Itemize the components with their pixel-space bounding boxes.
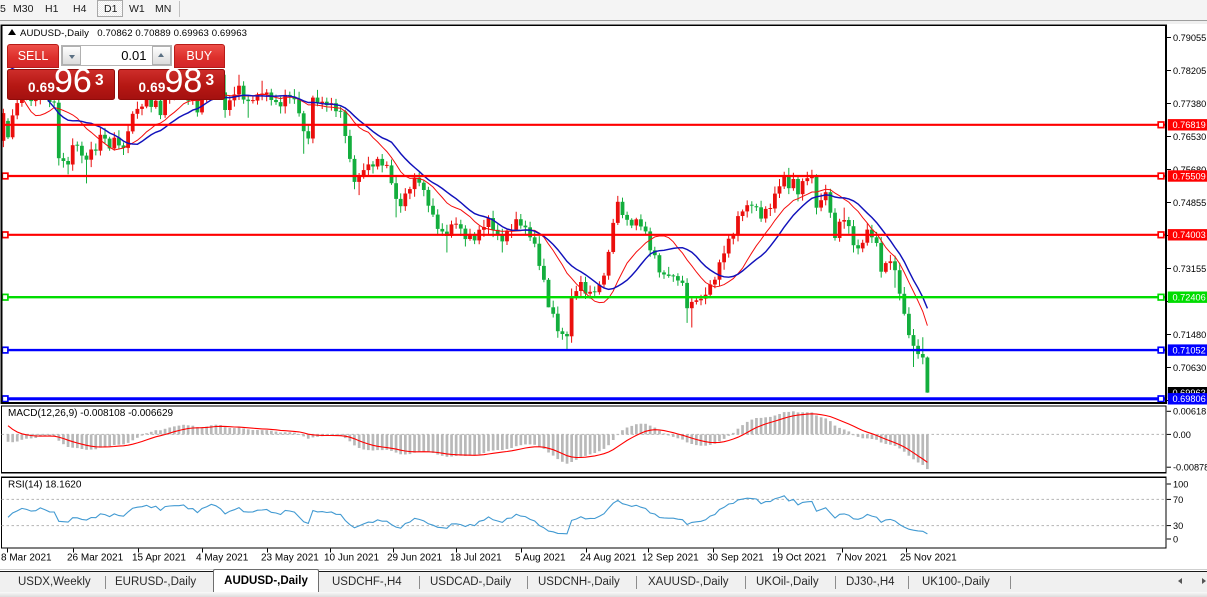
svg-text:10 Jun 2021: 10 Jun 2021 bbox=[324, 553, 379, 564]
svg-text:0.70630: 0.70630 bbox=[1173, 363, 1206, 373]
svg-text:0.77380: 0.77380 bbox=[1173, 99, 1206, 109]
svg-text:25 Nov 2021: 25 Nov 2021 bbox=[900, 553, 957, 564]
svg-text:30 Sep 2021: 30 Sep 2021 bbox=[707, 553, 764, 564]
svg-text:5 Aug 2021: 5 Aug 2021 bbox=[515, 553, 566, 564]
svg-text:24 Aug 2021: 24 Aug 2021 bbox=[580, 553, 637, 564]
svg-text:0.76530: 0.76530 bbox=[1173, 132, 1206, 142]
svg-text:0.00: 0.00 bbox=[1173, 430, 1191, 440]
svg-text:29 Jun 2021: 29 Jun 2021 bbox=[387, 553, 442, 564]
svg-text:26 Mar 2021: 26 Mar 2021 bbox=[67, 553, 124, 564]
svg-text:23 May 2021: 23 May 2021 bbox=[261, 553, 319, 564]
svg-text:MACD(12,26,9) -0.008108 -0.006: MACD(12,26,9) -0.008108 -0.006629 bbox=[8, 408, 174, 419]
svg-text:0.69806: 0.69806 bbox=[1173, 394, 1206, 404]
svg-text:12 Sep 2021: 12 Sep 2021 bbox=[642, 553, 699, 564]
svg-text:0.72406: 0.72406 bbox=[1173, 293, 1206, 303]
svg-text:7 Nov 2021: 7 Nov 2021 bbox=[836, 553, 888, 564]
svg-text:70: 70 bbox=[1173, 495, 1183, 505]
svg-text:0.71052: 0.71052 bbox=[1173, 346, 1206, 356]
svg-text:18 Jul 2021: 18 Jul 2021 bbox=[450, 553, 502, 564]
svg-text:0.006181: 0.006181 bbox=[1173, 407, 1207, 417]
svg-text:19 Oct 2021: 19 Oct 2021 bbox=[772, 553, 827, 564]
svg-text:15 Apr 2021: 15 Apr 2021 bbox=[132, 553, 186, 564]
svg-text:0.76819: 0.76819 bbox=[1173, 120, 1206, 130]
svg-text:0.73155: 0.73155 bbox=[1173, 264, 1206, 274]
svg-text:0.74003: 0.74003 bbox=[1173, 230, 1206, 240]
svg-text:0: 0 bbox=[1173, 534, 1178, 544]
svg-text:100: 100 bbox=[1173, 479, 1188, 489]
svg-text:0.75680: 0.75680 bbox=[1173, 165, 1206, 175]
svg-text:0.71480: 0.71480 bbox=[1173, 330, 1206, 340]
svg-text:0.75509: 0.75509 bbox=[1173, 171, 1206, 181]
svg-text:4 May 2021: 4 May 2021 bbox=[196, 553, 249, 564]
svg-text:RSI(14) 18.1620: RSI(14) 18.1620 bbox=[8, 480, 82, 491]
svg-text:30: 30 bbox=[1173, 521, 1183, 531]
svg-text:0.78205: 0.78205 bbox=[1173, 66, 1206, 76]
svg-text:-0.00878: -0.00878 bbox=[1173, 463, 1207, 473]
svg-text:0.74855: 0.74855 bbox=[1173, 198, 1206, 208]
svg-text:8 Mar 2021: 8 Mar 2021 bbox=[1, 553, 52, 564]
svg-text:0.79055: 0.79055 bbox=[1173, 33, 1206, 43]
